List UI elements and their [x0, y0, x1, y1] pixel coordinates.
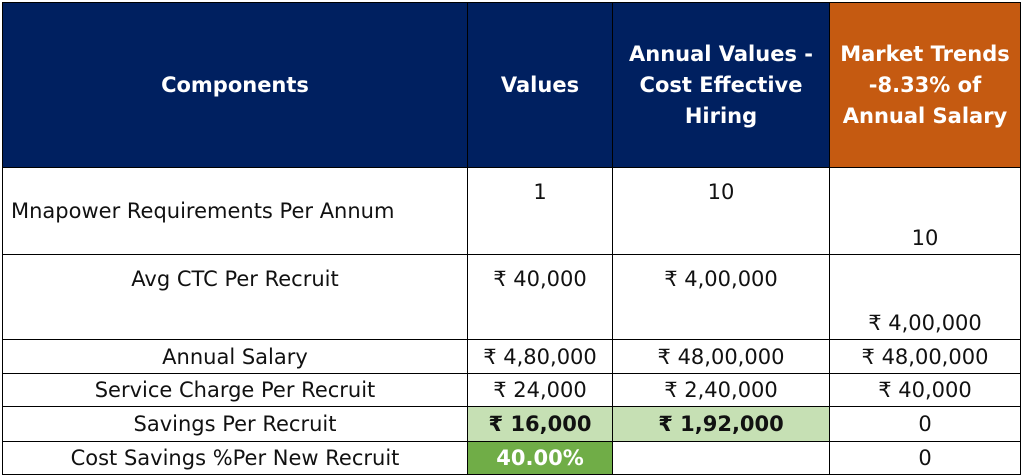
row-market: ₹ 4,00,000 [829, 254, 1021, 340]
row-annual: ₹ 48,00,000 [612, 339, 830, 374]
row-market: 0 [829, 406, 1021, 442]
row-annual: 10 [612, 167, 830, 255]
row-market: ₹ 48,00,000 [829, 339, 1021, 374]
row-component: Mnapower Requirements Per Annum [2, 167, 468, 255]
header-market-trends: Market Trends -8.33% of Annual Salary [829, 2, 1021, 168]
row-value: ₹ 16,000 [467, 406, 613, 442]
row-value: ₹ 40,000 [467, 254, 613, 340]
table-row: Service Charge Per Recruit ₹ 24,000 ₹ 2,… [2, 373, 1021, 407]
row-annual [612, 441, 830, 475]
table-row: Savings Per Recruit ₹ 16,000 ₹ 1,92,000 … [2, 406, 1021, 442]
table-row: Annual Salary ₹ 4,80,000 ₹ 48,00,000 ₹ 4… [2, 339, 1021, 374]
header-components: Components [2, 2, 468, 168]
row-market: 10 [829, 167, 1021, 255]
row-component: Service Charge Per Recruit [2, 373, 468, 407]
table-row: Mnapower Requirements Per Annum 1 10 10 [2, 167, 1021, 255]
header-annual-values: Annual Values - Cost Effective Hiring [612, 2, 830, 168]
row-annual: ₹ 1,92,000 [612, 406, 830, 442]
row-value: ₹ 24,000 [467, 373, 613, 407]
table-row: Cost Savings %Per New Recruit 40.00% 0 [2, 441, 1021, 475]
row-value: 1 [467, 167, 613, 255]
row-annual: ₹ 4,00,000 [612, 254, 830, 340]
header-values: Values [467, 2, 613, 168]
row-component: Cost Savings %Per New Recruit [2, 441, 468, 475]
header-row: Components Values Annual Values - Cost E… [2, 2, 1021, 168]
row-market: 0 [829, 441, 1021, 475]
table-row: Avg CTC Per Recruit ₹ 40,000 ₹ 4,00,000 … [2, 254, 1021, 340]
row-component: Avg CTC Per Recruit [2, 254, 468, 340]
row-market: ₹ 40,000 [829, 373, 1021, 407]
row-value: ₹ 4,80,000 [467, 339, 613, 374]
row-annual: ₹ 2,40,000 [612, 373, 830, 407]
row-component: Savings Per Recruit [2, 406, 468, 442]
row-component: Annual Salary [2, 339, 468, 374]
row-value: 40.00% [467, 441, 613, 475]
